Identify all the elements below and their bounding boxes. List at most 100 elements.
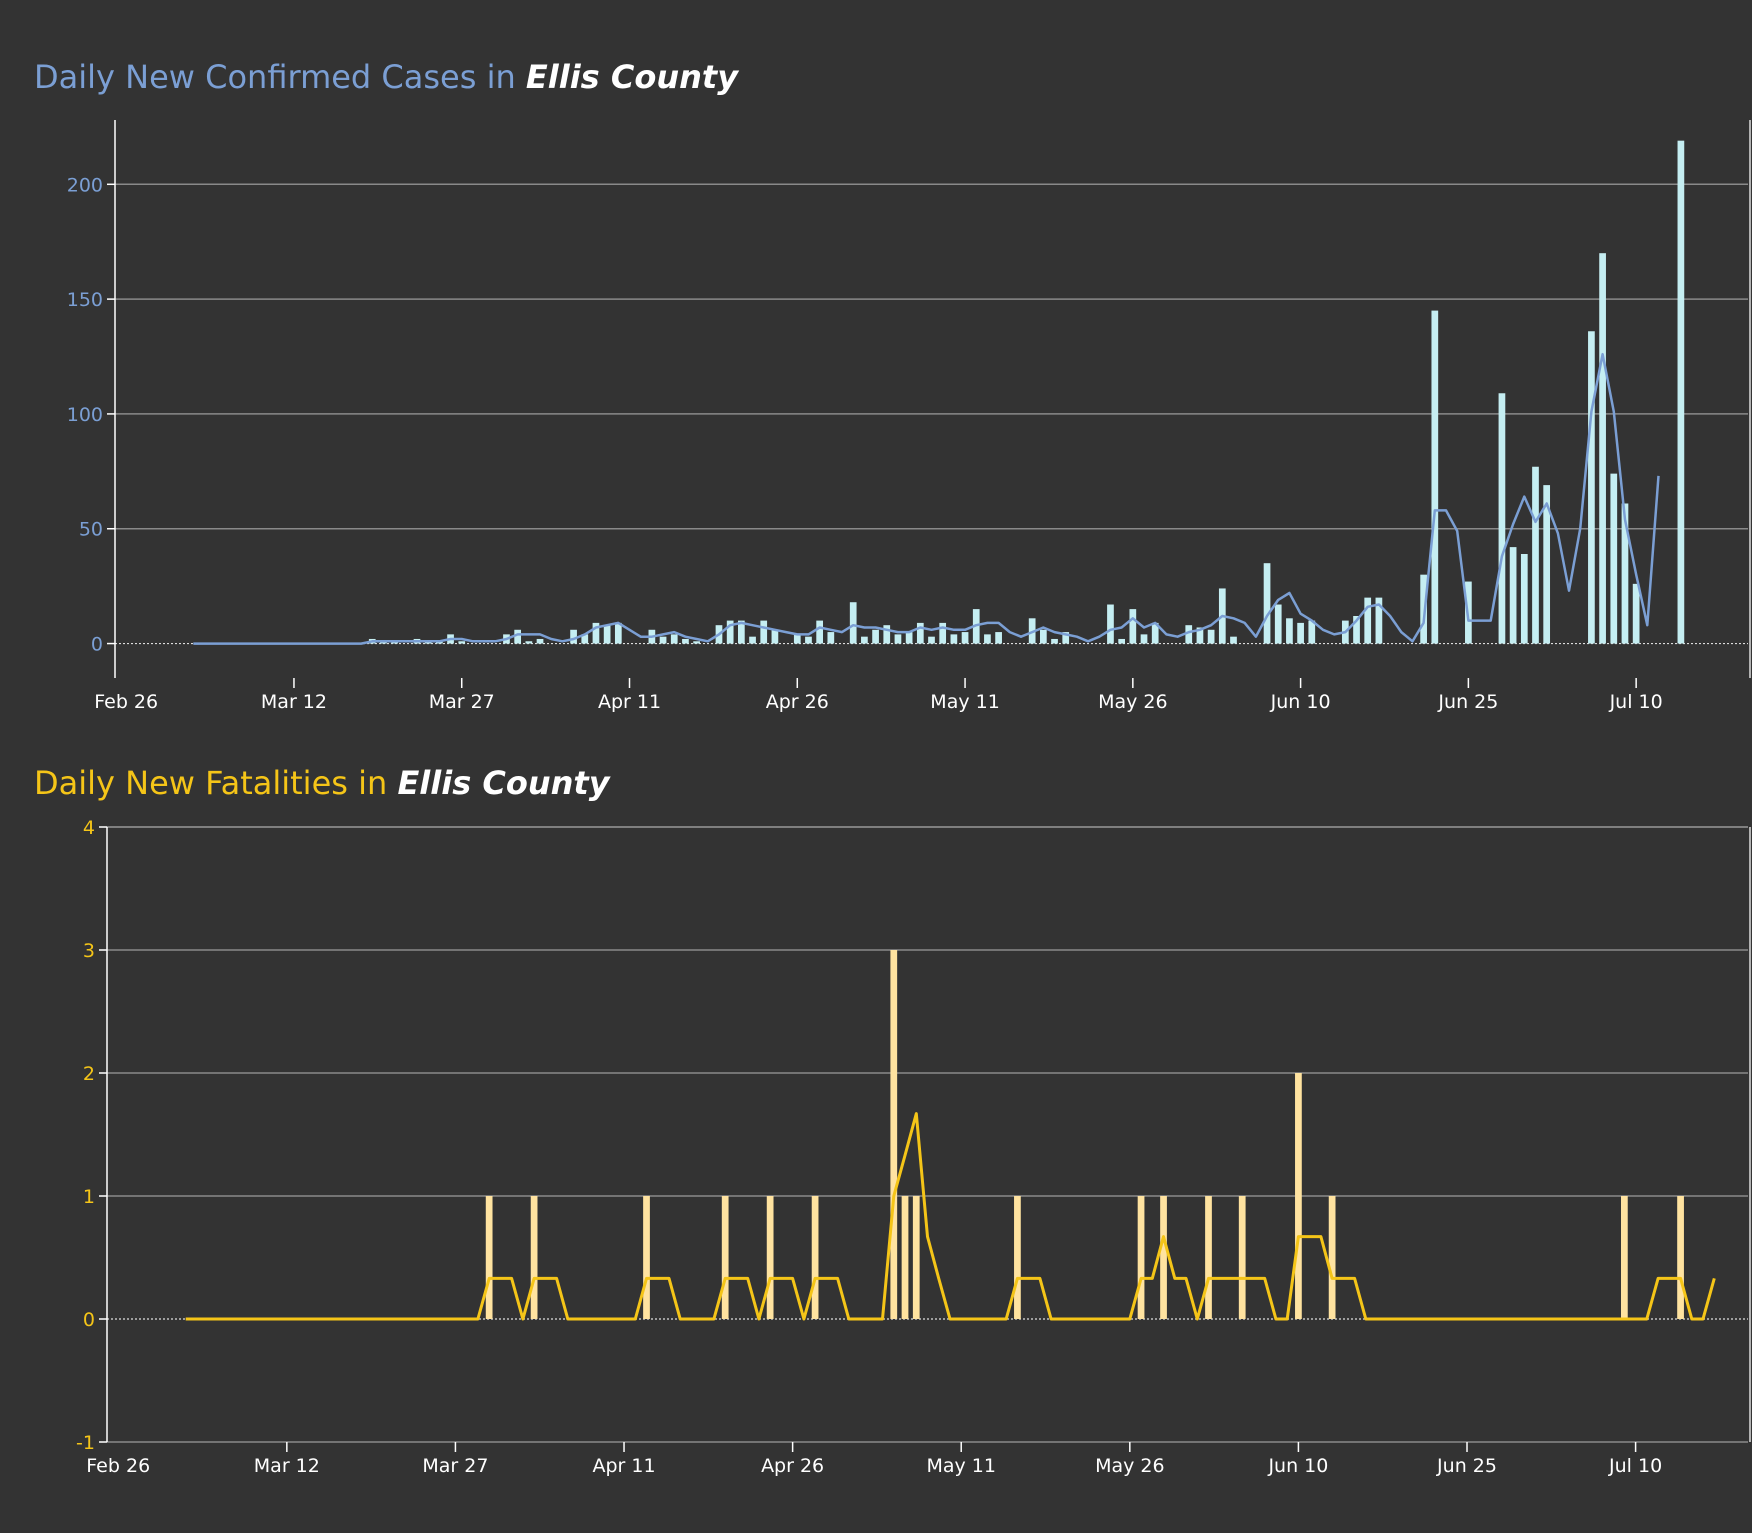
- fatalities-bar: [1238, 1196, 1246, 1319]
- fatalities-avg-line: [185, 1112, 1716, 1321]
- cases-bar: [1610, 473, 1618, 644]
- cases-bar: [1151, 622, 1159, 644]
- cases-x-tick-label: Mar 12: [261, 691, 327, 713]
- cases-bar: [1543, 485, 1551, 644]
- cases-bar: [861, 636, 868, 644]
- fatalities-bar: [721, 1196, 729, 1319]
- cases-bar: [872, 629, 879, 644]
- cases-bar: [570, 629, 577, 644]
- fatalities-bar: [1137, 1196, 1145, 1319]
- cases-bar: [1230, 636, 1237, 644]
- cases-bar: [1051, 638, 1058, 644]
- fatalities-bar: [1677, 1196, 1684, 1319]
- fatalities-y-tick-label: -1: [76, 1432, 95, 1454]
- cases-bar: [514, 629, 522, 644]
- cases-bar: [581, 634, 589, 644]
- cases-bar: [749, 636, 756, 644]
- cases-title-prefix: Daily New Confirmed Cases in: [34, 58, 526, 96]
- cases-bar: [1107, 604, 1114, 644]
- cases-bar: [1353, 616, 1360, 644]
- cases-bar: [894, 634, 902, 644]
- cases-bar: [1520, 554, 1528, 644]
- cases-bar: [693, 641, 700, 644]
- cases-x-tick-label: May 11: [930, 691, 1000, 713]
- fatalities-x-tick-label: May 26: [1095, 1455, 1165, 1477]
- cases-y-tick-label: 100: [67, 404, 103, 426]
- fatalities-x-tick-label: Mar 27: [422, 1455, 488, 1477]
- cases-bar: [905, 632, 913, 644]
- cases-x-tick-label: Apr 11: [598, 691, 661, 713]
- cases-bar: [1263, 563, 1271, 644]
- cases-bar: [1364, 597, 1372, 644]
- cases-bar: [793, 634, 801, 644]
- cases-bar: [1286, 618, 1293, 644]
- cases-bar: [1509, 547, 1517, 644]
- cases-bar: [1431, 310, 1439, 644]
- cases-bar: [603, 625, 611, 644]
- cases-bar: [614, 622, 622, 644]
- fatalities-bar: [766, 1196, 774, 1319]
- cases-bar: [1420, 574, 1427, 644]
- cases-x-tick-label: Jul 10: [1609, 691, 1663, 713]
- cases-avg-line: [193, 352, 1660, 645]
- cases-bar: [592, 622, 600, 644]
- fatalities-bar: [530, 1196, 538, 1319]
- cases-bar: [1196, 627, 1204, 644]
- cases-title-place: Ellis County: [525, 58, 739, 96]
- fatalities-x-tick-label: Apr 26: [761, 1455, 824, 1477]
- cases-bar: [805, 636, 812, 644]
- cases-bar: [738, 620, 745, 644]
- fatalities-y-tick-label: 2: [83, 1063, 95, 1085]
- fatalities-x-tick-label: Jul 10: [1608, 1455, 1662, 1477]
- cases-bar: [760, 620, 768, 644]
- cases-bar: [659, 636, 667, 644]
- fatalities-bar: [1328, 1196, 1336, 1319]
- cases-bar: [883, 625, 891, 644]
- cases-bar: [771, 629, 779, 644]
- cases-y-tick-label: 0: [91, 634, 103, 656]
- fatalities-title-place: Ellis County: [397, 764, 610, 802]
- fatalities-y-tick-label: 0: [83, 1309, 95, 1331]
- cases-bar: [726, 620, 734, 644]
- cases-bar: [1297, 622, 1304, 644]
- cases-bar: [1677, 140, 1685, 644]
- fatalities-x-tick-label: Jun 10: [1267, 1455, 1328, 1477]
- fatalities-y-tick-label: 4: [83, 817, 95, 839]
- cases-bar: [1632, 583, 1640, 644]
- fatalities-y-tick-label: 1: [83, 1186, 95, 1208]
- cases-x-tick-label: Feb 26: [94, 691, 158, 713]
- fatalities-bar: [1160, 1196, 1167, 1319]
- cases-y-tick-label: 150: [67, 289, 103, 311]
- fatalities-bar: [643, 1196, 650, 1319]
- fatalities-bar: [1620, 1196, 1628, 1319]
- cases-bar: [458, 641, 466, 644]
- cases-x-tick-label: May 26: [1098, 691, 1168, 713]
- cases-bar: [827, 632, 835, 644]
- fatalities-x-tick-label: Jun 25: [1436, 1455, 1497, 1477]
- cases-bar: [1599, 253, 1606, 644]
- cases-bar: [1129, 609, 1137, 644]
- fatalities-bar: [485, 1196, 493, 1319]
- fatalities-chart-title: Daily New Fatalities in Ellis County: [34, 764, 610, 802]
- cases-bar: [816, 620, 824, 644]
- cases-bar: [1039, 629, 1047, 644]
- cases-bar: [1498, 393, 1506, 644]
- cases-bar: [682, 638, 689, 644]
- cases-bar: [536, 638, 544, 644]
- cases-bar: [939, 622, 947, 644]
- fatalities-bar: [912, 1196, 920, 1319]
- cases-bar: [1185, 625, 1193, 644]
- fatalities-bar: [1295, 1073, 1302, 1319]
- fatalities-x-tick-label: Apr 11: [592, 1455, 655, 1477]
- fatalities-bar: [901, 1196, 909, 1319]
- cases-bar: [525, 641, 533, 644]
- cases-bar: [950, 634, 958, 644]
- cases-bar: [961, 632, 969, 644]
- cases-bar: [1375, 597, 1383, 644]
- cases-x-tick-label: Jun 10: [1270, 691, 1331, 713]
- cases-bar: [1621, 503, 1629, 644]
- cases-bar: [1062, 632, 1070, 644]
- cases-bar: [984, 634, 991, 644]
